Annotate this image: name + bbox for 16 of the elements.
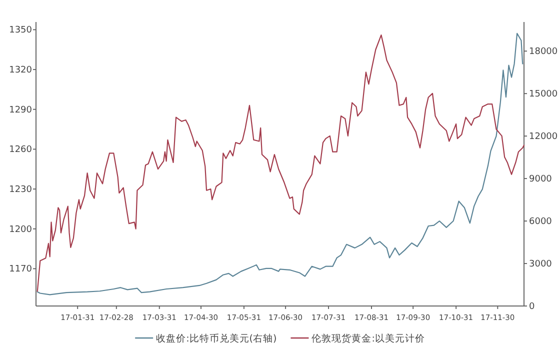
y2-tick-label: 18000 xyxy=(529,47,558,58)
y2-tick-label: 15000 xyxy=(529,90,558,100)
y-tick-label: 1170 xyxy=(9,264,32,275)
y-tick-label: 1230 xyxy=(9,185,32,196)
y2-tick-label: 6000 xyxy=(529,217,552,228)
legend-label: 收盘价:比特币兑美元(右轴) xyxy=(156,332,277,344)
y-tick-label: 1200 xyxy=(9,224,32,235)
y2-tick-label: 0 xyxy=(529,302,535,312)
legend-label: 伦敦现货黄金:以美元计价 xyxy=(312,332,425,344)
y-tick-label: 1290 xyxy=(9,105,32,116)
y-tick-label: 1350 xyxy=(9,26,32,36)
y2-tick-label: 12000 xyxy=(529,132,558,142)
y-tick-label: 1320 xyxy=(9,66,32,76)
y2-tick-label: 3000 xyxy=(529,260,552,270)
y2-tick-label: 9000 xyxy=(529,174,552,185)
y-tick-label: 1260 xyxy=(9,145,32,156)
